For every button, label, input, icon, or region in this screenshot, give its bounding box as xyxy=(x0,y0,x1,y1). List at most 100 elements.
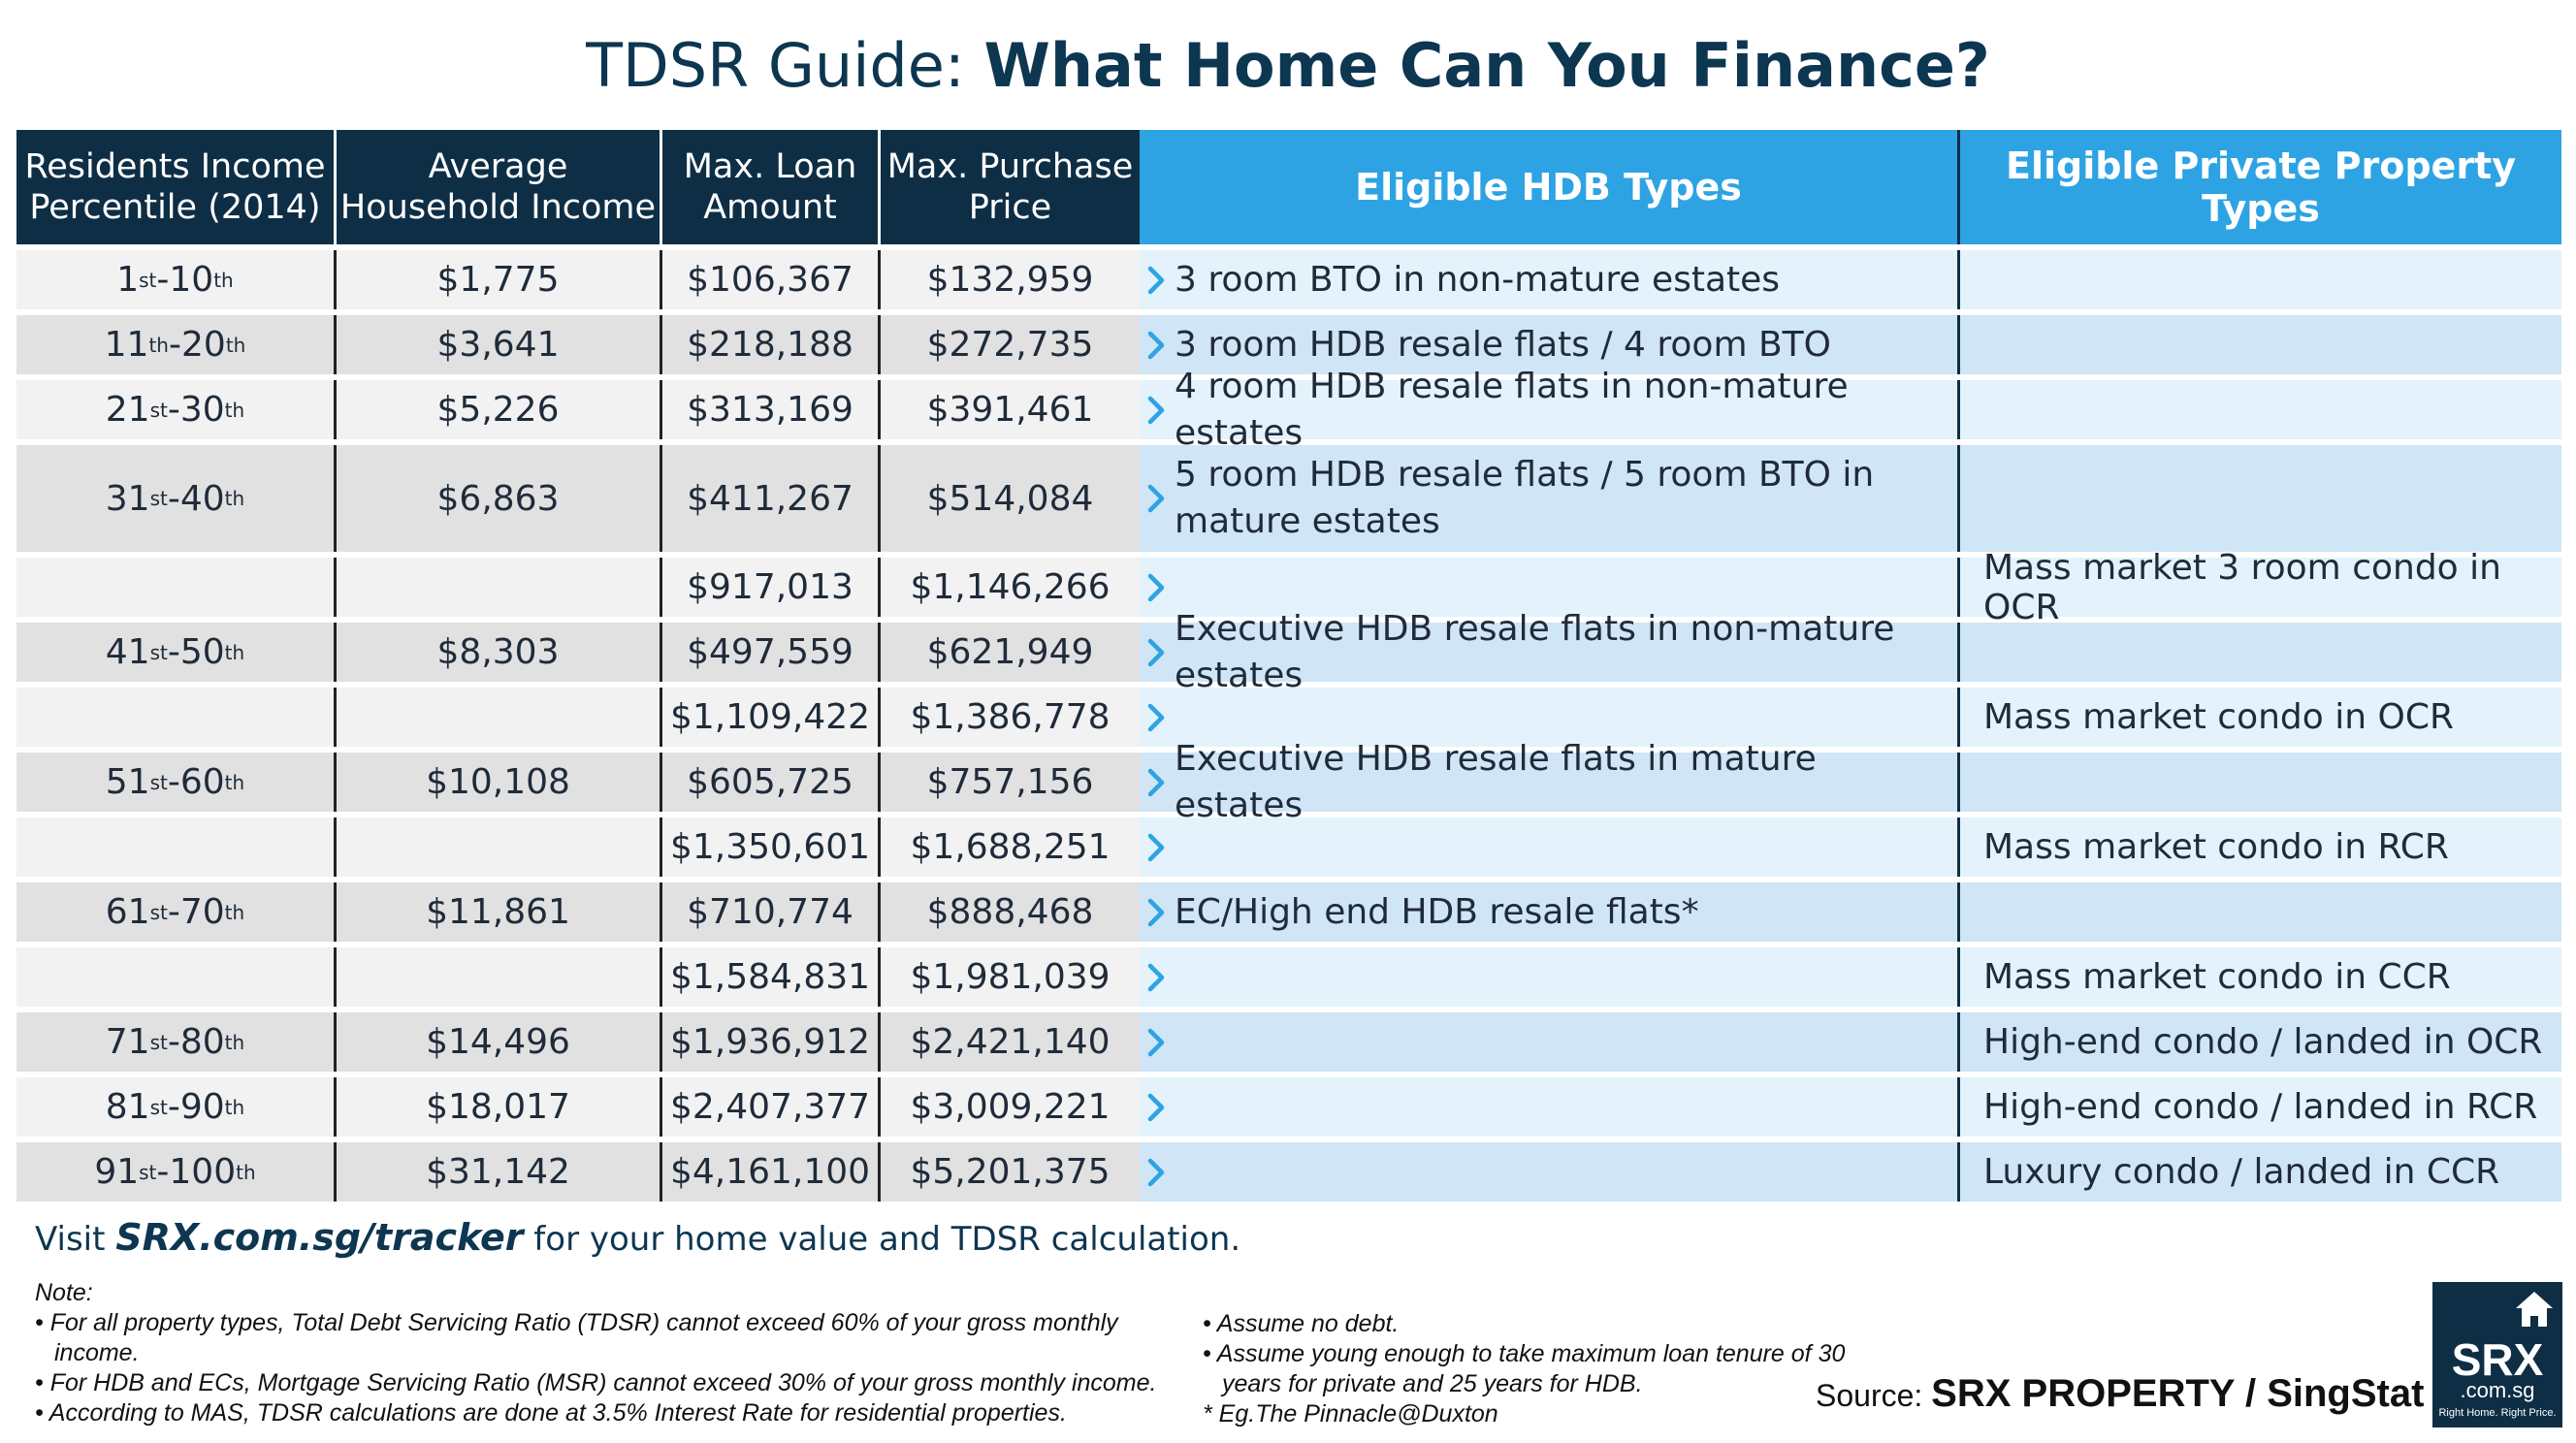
loan-cell: $497,559 xyxy=(662,623,881,682)
house-icon xyxy=(2516,1292,2553,1327)
header-percentile: Residents Income Percentile (2014) xyxy=(16,130,337,244)
hdb-cell: 3 room HDB resale flats / 4 room BTO xyxy=(1140,315,1960,374)
header-income: Average Household Income xyxy=(337,130,662,244)
hdb-cell: EC/High end HDB resale flats* xyxy=(1140,882,1960,942)
private-cell xyxy=(1960,380,2561,439)
chevron-right-icon xyxy=(1140,963,1173,992)
loan-cell: $106,367 xyxy=(662,250,881,309)
private-cell: High-end condo / landed in RCR xyxy=(1960,1077,2561,1137)
hdb-cell xyxy=(1140,1077,1960,1137)
source-credit: Source: SRX PROPERTY / SingStat xyxy=(1816,1372,2425,1415)
table-header: Residents Income Percentile (2014) Averag… xyxy=(16,130,2561,244)
hdb-type-label: Executive HDB resale flats in non-mature… xyxy=(1175,608,1895,695)
page-title: TDSR Guide: What Home Can You Finance? xyxy=(586,30,1990,101)
chevron-right-icon xyxy=(1140,703,1173,732)
note-item: • For HDB and ECs, Mortgage Servicing Ra… xyxy=(35,1369,1157,1396)
private-cell xyxy=(1960,753,2561,812)
table-row: $1,109,422 $1,386,778 Mass market condo in… xyxy=(16,688,2561,747)
loan-cell: $4,161,100 xyxy=(662,1142,881,1202)
hdb-cell: Executive HDB resale flats in mature est… xyxy=(1140,739,1960,825)
private-cell xyxy=(1960,623,2561,682)
price-cell: $888,468 xyxy=(881,882,1140,942)
private-cell: Mass market condo in OCR xyxy=(1960,688,2561,747)
income-cell: $18,017 xyxy=(337,1077,662,1137)
loan-cell: $605,725 xyxy=(662,753,881,812)
hdb-type-label: 3 room HDB resale flats / 4 room BTO xyxy=(1175,324,1831,365)
hdb-cell: Executive HDB resale flats in non-mature… xyxy=(1140,609,1960,695)
price-cell: $5,201,375 xyxy=(881,1142,1140,1202)
percentile-cell xyxy=(16,947,337,1007)
percentile-cell xyxy=(16,688,337,747)
private-cell: Mass market 3 room condo in OCR xyxy=(1960,548,2561,627)
chevron-right-icon xyxy=(1140,1028,1173,1057)
hdb-type-label: 3 room BTO in non-mature estates xyxy=(1175,259,1781,300)
price-cell: $514,084 xyxy=(881,445,1140,552)
chevron-right-icon xyxy=(1140,638,1173,667)
income-cell: $3,641 xyxy=(337,315,662,374)
loan-cell: $1,584,831 xyxy=(662,947,881,1007)
chevron-right-icon xyxy=(1140,573,1173,602)
loan-cell: $2,407,377 xyxy=(662,1077,881,1137)
notes-right: • Assume no debt. • Assume young enough … xyxy=(1203,1309,1862,1429)
header-private: Eligible Private Property Types xyxy=(1960,130,2561,244)
tracker-link[interactable]: SRX.com.sg/tracker xyxy=(115,1216,524,1259)
loan-cell: $411,267 xyxy=(662,445,881,552)
loan-cell: $313,169 xyxy=(662,380,881,439)
hdb-cell: 5 room HDB resale flats / 5 room BTO in … xyxy=(1140,445,1960,552)
income-cell: $5,226 xyxy=(337,380,662,439)
hdb-cell: 4 room HDB resale flats in non-mature es… xyxy=(1140,367,1960,453)
percentile-cell xyxy=(16,818,337,877)
private-cell: Luxury condo / landed in CCR xyxy=(1960,1142,2561,1202)
chevron-right-icon xyxy=(1140,396,1173,425)
income-cell xyxy=(337,947,662,1007)
srx-logo: SRX .com.sg Right Home. Right Price. xyxy=(2432,1282,2562,1427)
table-row: $1,584,831 $1,981,039 Mass market condo in… xyxy=(16,947,2561,1007)
price-cell: $757,156 xyxy=(881,753,1140,812)
private-cell xyxy=(1960,882,2561,942)
private-cell: Mass market condo in CCR xyxy=(1960,947,2561,1007)
price-cell: $1,386,778 xyxy=(881,688,1140,747)
hdb-cell xyxy=(1140,947,1960,1007)
tracker-line: Visit SRX.com.sg/tracker for your home v… xyxy=(35,1216,1241,1259)
private-cell: High-end condo / landed in OCR xyxy=(1960,1012,2561,1072)
income-cell xyxy=(337,558,662,617)
loan-cell: $710,774 xyxy=(662,882,881,942)
percentile-cell xyxy=(16,558,337,617)
chevron-right-icon xyxy=(1140,1093,1173,1122)
chevron-right-icon xyxy=(1140,898,1173,927)
income-cell: $6,863 xyxy=(337,445,662,552)
chevron-right-icon xyxy=(1140,768,1173,797)
hdb-cell xyxy=(1140,1012,1960,1072)
price-cell: $1,981,039 xyxy=(881,947,1140,1007)
table-row: $1,350,601 $1,688,251 Mass market condo in… xyxy=(16,818,2561,877)
price-cell: $391,461 xyxy=(881,380,1140,439)
hdb-type-label: EC/High end HDB resale flats* xyxy=(1175,891,1699,932)
price-cell: $3,009,221 xyxy=(881,1077,1140,1137)
income-cell xyxy=(337,688,662,747)
income-cell: $14,496 xyxy=(337,1012,662,1072)
hdb-cell: 3 room BTO in non-mature estates xyxy=(1140,250,1960,309)
chevron-right-icon xyxy=(1140,484,1173,513)
header-hdb: Eligible HDB Types xyxy=(1140,130,1960,244)
income-cell: $10,108 xyxy=(337,753,662,812)
hdb-cell xyxy=(1140,688,1960,747)
loan-cell: $1,109,422 xyxy=(662,688,881,747)
price-cell: $132,959 xyxy=(881,250,1140,309)
chevron-right-icon xyxy=(1140,331,1173,360)
